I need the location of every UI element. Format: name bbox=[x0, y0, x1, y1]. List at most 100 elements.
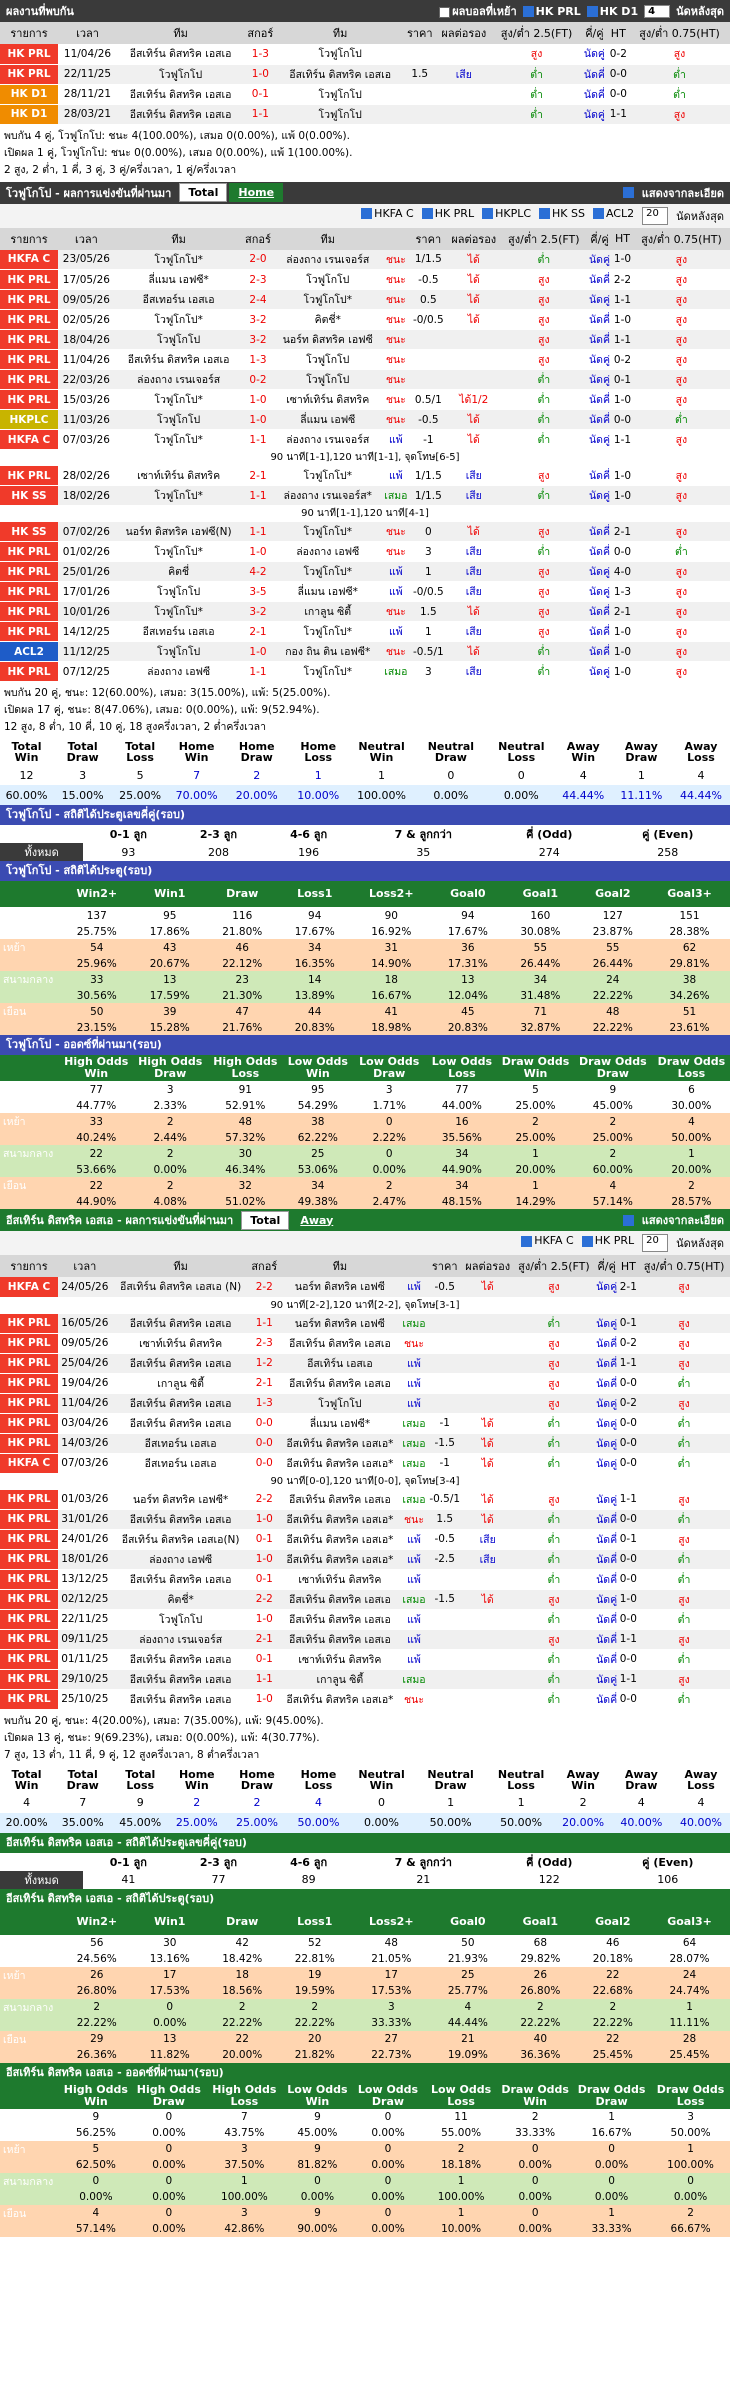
tab-total[interactable]: Total bbox=[179, 183, 228, 202]
away-team[interactable]: นอร์ท ดิสทริค เอฟซี bbox=[279, 1277, 401, 1298]
away-team[interactable]: อีสเทิร์น ดิสทริค เอสเอ* bbox=[279, 1529, 401, 1550]
away-team[interactable]: อีสเทิร์น ดิสทริค เอสเอ bbox=[279, 1609, 401, 1630]
league-badge[interactable]: HK PRL bbox=[0, 329, 58, 350]
league-badge[interactable]: HK PRL bbox=[0, 1629, 58, 1650]
away-team[interactable]: โวฟูโกโป bbox=[273, 369, 382, 390]
away-team[interactable]: ล่องถาง เรนเจอร์ส bbox=[273, 249, 382, 270]
league-badge[interactable]: HKFA C bbox=[0, 429, 58, 450]
home-team[interactable]: อีสเทิร์น ดิสทริค เอสเอ bbox=[111, 1669, 250, 1690]
detail-toggle[interactable]: แสดงจากละเอียด bbox=[622, 1211, 724, 1229]
home-team[interactable]: อีสเทิร์น ดิสทริค เอสเอ(N) bbox=[111, 1529, 250, 1550]
home-team[interactable]: โวฟูโกโป bbox=[114, 581, 243, 602]
home-team[interactable]: อีสเทิร์น ดิสทริค เอสเอ bbox=[111, 1393, 250, 1414]
league-badge[interactable]: HK PRL bbox=[0, 1393, 58, 1414]
away-team[interactable]: นอร์ท ดิสทริค เอฟซี bbox=[279, 1313, 401, 1334]
home-team[interactable]: อีสเทิร์น ดิสทริค เอสเอ bbox=[111, 1649, 250, 1670]
away-team[interactable]: อีสเทิร์น ดิสทริค เอสเอ* bbox=[279, 1453, 401, 1474]
away-team[interactable]: โวฟูโกโป* bbox=[273, 621, 382, 642]
away-team[interactable]: อีสเทิร์น ดิสทริค เอสเอ bbox=[279, 1629, 401, 1650]
league-filter-4[interactable]: ACL2 bbox=[592, 207, 634, 225]
away-team[interactable]: เซาท์เทิร์น ดิสทริค bbox=[273, 389, 382, 410]
away-team[interactable]: โวฟูโกโป* bbox=[273, 521, 382, 542]
home-team[interactable]: อีสเทิร์น ดิสทริค เอสเอ bbox=[111, 1689, 250, 1710]
away-team[interactable]: กอง ถิน ติน เอฟซี* bbox=[273, 641, 382, 662]
league-badge[interactable]: HK PRL bbox=[0, 389, 58, 410]
home-team[interactable]: อีสเทิร์น ดิสทริค เอสเอ bbox=[111, 1569, 250, 1590]
home-team[interactable]: อีสเทิร์น ดิสทริค เอสเอ bbox=[111, 1353, 250, 1374]
away-team[interactable]: อีสเทิร์น ดิสทริค เอสเอ* bbox=[279, 1549, 401, 1570]
checkbox-icon[interactable] bbox=[581, 1235, 593, 1247]
league-badge[interactable]: HKPLC bbox=[0, 409, 58, 430]
league-badge[interactable]: HK PRL bbox=[0, 561, 58, 582]
home-team[interactable]: ล่องถาง เอฟซี bbox=[111, 1549, 250, 1570]
checkbox-icon[interactable] bbox=[421, 208, 433, 219]
checkbox-icon[interactable] bbox=[482, 208, 494, 219]
league-badge[interactable]: HK D1 bbox=[0, 84, 58, 105]
league-badge[interactable]: ACL2 bbox=[0, 641, 58, 662]
home-team[interactable]: โวฟูโกโป* bbox=[114, 485, 243, 506]
league-badge[interactable]: HK PRL bbox=[0, 601, 58, 622]
league-filter-0[interactable]: HKFA C bbox=[521, 1234, 574, 1252]
league-badge[interactable]: HK PRL bbox=[0, 1433, 58, 1454]
league-badge[interactable]: HK PRL bbox=[0, 621, 58, 642]
league-badge[interactable]: HK PRL bbox=[0, 1649, 58, 1670]
away-team[interactable]: โวฟูโกโป* bbox=[273, 289, 382, 310]
home-team[interactable]: อีสเทิร์น ดิสทริค เอสเอ bbox=[116, 104, 245, 125]
home-team[interactable]: อีสเทอร์น เอสเอ bbox=[114, 289, 243, 310]
away-team[interactable]: อีสเทิร์น ดิสทริค เอสเอ* bbox=[279, 1509, 401, 1530]
away-team[interactable]: ลี่แมน เอฟซี* bbox=[279, 1413, 401, 1434]
count-select[interactable]: 4 bbox=[644, 4, 671, 18]
away-team[interactable]: ลี่แมน เอฟซี bbox=[273, 409, 382, 430]
checkbox-icon[interactable] bbox=[592, 208, 604, 219]
home-team[interactable]: นอร์ท ดิสทริค เอฟซี* bbox=[111, 1489, 250, 1510]
home-team[interactable]: ลี่แมน เอฟซี* bbox=[114, 269, 243, 290]
away-team[interactable]: อีสเทิร์น เอสเอ bbox=[279, 1353, 401, 1374]
league-filter-1[interactable]: HK PRL bbox=[581, 1234, 634, 1252]
home-team[interactable]: โวฟูโกโป bbox=[114, 329, 243, 350]
league-badge[interactable]: HK PRL bbox=[0, 1333, 58, 1354]
league-badge[interactable]: HKFA C bbox=[0, 249, 58, 270]
home-team[interactable]: อีสเทิร์น ดิสทริค เอสเอ bbox=[111, 1313, 250, 1334]
away-team[interactable]: โวฟูโกโป bbox=[273, 269, 382, 290]
home-team[interactable]: โวฟูโกโป* bbox=[114, 541, 243, 562]
league-filter-1[interactable]: HK PRL bbox=[421, 207, 474, 225]
away-team[interactable]: ล่องถาง เรนเจอร์ส bbox=[273, 429, 382, 450]
away-team[interactable]: โวฟูโกโป* bbox=[273, 661, 382, 682]
home-team[interactable]: เกาลูน ซิตี้ bbox=[111, 1373, 250, 1394]
league-filter-0[interactable]: HKFA C bbox=[361, 207, 414, 225]
away-team[interactable]: อีสเทิร์น ดิสทริค เอสเอ* bbox=[279, 1433, 401, 1454]
tab-total[interactable]: Total bbox=[241, 1210, 290, 1230]
league-badge[interactable]: HK PRL bbox=[0, 1569, 58, 1590]
league-badge[interactable]: HK SS bbox=[0, 485, 58, 506]
home-team[interactable]: อีสเทิร์น ดิสทริค เอสเอ (N) bbox=[111, 1277, 250, 1298]
league-badge[interactable]: HK PRL bbox=[0, 541, 58, 562]
home-team[interactable]: โวฟูโกโป* bbox=[114, 249, 243, 270]
league-badge[interactable]: HK PRL bbox=[0, 1373, 58, 1394]
away-team[interactable]: โวฟูโกโป bbox=[276, 104, 404, 125]
league-badge[interactable]: HK PRL bbox=[0, 1669, 58, 1690]
away-team[interactable]: อีสเทิร์น ดิสทริค เอสเอ bbox=[276, 64, 404, 85]
home-team[interactable]: คิตชี่ bbox=[114, 561, 243, 582]
away-team[interactable]: อีสเทิร์น ดิสทริค เอสเอ bbox=[279, 1489, 401, 1510]
home-team[interactable]: เซาท์เทิร์น ดิสทริค bbox=[111, 1333, 250, 1354]
away-team[interactable]: ล่องถาง เรนเจอร์ส* bbox=[273, 485, 382, 506]
league-badge[interactable]: HK PRL bbox=[0, 1489, 58, 1510]
tab-venue[interactable]: Away bbox=[291, 1210, 343, 1230]
away-team[interactable]: โวฟูโกโป bbox=[273, 349, 382, 370]
home-team[interactable]: อีสเทิร์น ดิสทริค เอสเอ bbox=[111, 1413, 250, 1434]
league-badge[interactable]: HK SS bbox=[0, 521, 58, 542]
home-team[interactable]: โวฟูโกโป bbox=[114, 409, 243, 430]
away-team[interactable]: คิตชี่* bbox=[273, 309, 382, 330]
away-team[interactable]: โวฟูโกโป bbox=[276, 84, 404, 105]
league-badge[interactable]: HK PRL bbox=[0, 289, 58, 310]
count-select[interactable]: 20 bbox=[642, 1234, 669, 1252]
checkbox-icon[interactable] bbox=[361, 208, 373, 219]
league-badge[interactable]: HK PRL bbox=[0, 1313, 58, 1334]
home-team[interactable]: เซาท์เทิร์น ดิสทริค bbox=[114, 465, 243, 486]
home-team[interactable]: อีสเทอร์น เอสเอ bbox=[111, 1433, 250, 1454]
home-team[interactable]: อีสเทิร์น ดิสทริค เอสเอ bbox=[111, 1509, 250, 1530]
league-badge[interactable]: HK PRL bbox=[0, 44, 58, 65]
home-team[interactable]: อีสเทิร์น ดิสทริค เอสเอ bbox=[116, 44, 245, 65]
away-team[interactable]: เกาลูน ซิตี้ bbox=[279, 1669, 401, 1690]
checkbox-icon[interactable] bbox=[539, 208, 551, 219]
